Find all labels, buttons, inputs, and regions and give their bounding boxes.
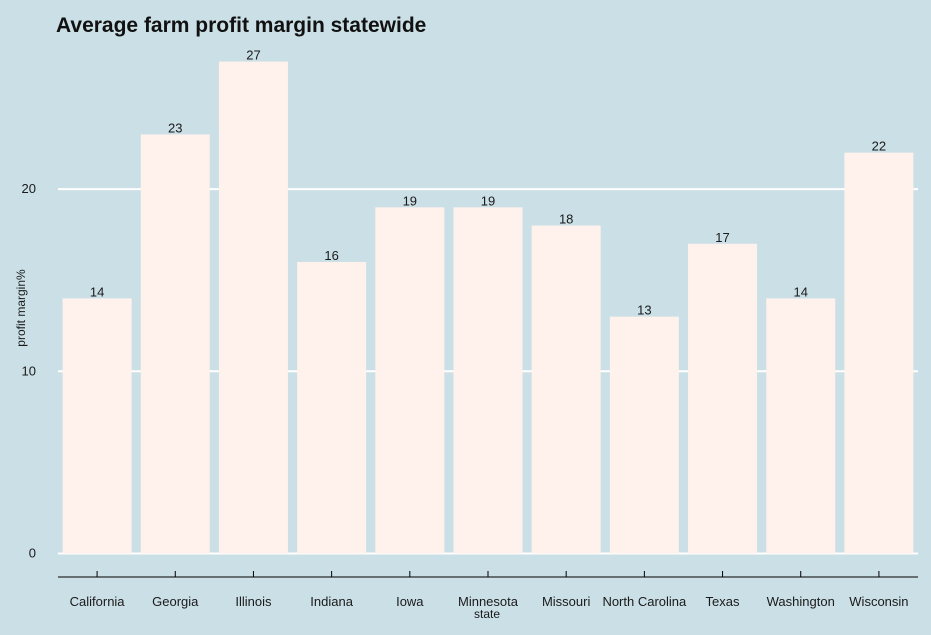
data-label: 16 — [324, 248, 338, 263]
y-tick-label: 0 — [29, 546, 36, 561]
x-tick-label: Minnesota — [458, 594, 519, 609]
x-tick-label: Iowa — [396, 594, 424, 609]
data-label: 17 — [715, 230, 729, 245]
bar — [62, 298, 132, 554]
bar — [766, 298, 836, 554]
x-tick-label: California — [70, 594, 126, 609]
bar — [531, 225, 601, 554]
data-labels: 14 23 27 16 19 19 18 13 17 14 22 — [90, 48, 886, 318]
y-tick-label: 10 — [22, 363, 36, 378]
data-label: 23 — [168, 120, 182, 135]
x-tick-label: Texas — [706, 594, 740, 609]
axes: 0 10 20 California Georgia Illinois Indiana Iow… — [22, 181, 918, 609]
bar — [218, 61, 288, 554]
x-tick-label: Illinois — [235, 594, 272, 609]
x-tick-label: Missouri — [542, 594, 591, 609]
x-tick-label: Indiana — [310, 594, 353, 609]
x-axis-label: state — [473, 607, 501, 621]
data-label: 19 — [403, 193, 417, 208]
data-label: 19 — [481, 193, 495, 208]
bar — [375, 207, 445, 554]
data-label: 13 — [637, 303, 651, 318]
x-tick-label: North Carolina — [602, 594, 687, 609]
bar — [453, 207, 523, 554]
y-tick-label: 20 — [22, 181, 36, 196]
bar — [297, 261, 367, 554]
data-label: 22 — [872, 139, 886, 154]
x-tick-label: Washington — [767, 594, 835, 609]
data-label: 27 — [246, 48, 260, 63]
data-label: 14 — [793, 284, 807, 299]
data-label: 18 — [559, 212, 573, 227]
bar — [844, 152, 914, 554]
x-tick-label: Wisconsin — [849, 594, 908, 609]
bar — [688, 243, 758, 554]
data-label: 14 — [90, 284, 104, 299]
bar — [140, 134, 210, 554]
bar — [609, 316, 679, 554]
x-tick-label: Georgia — [152, 594, 199, 609]
bars — [62, 61, 914, 554]
chart-title: Average farm profit margin statewide — [56, 14, 427, 37]
